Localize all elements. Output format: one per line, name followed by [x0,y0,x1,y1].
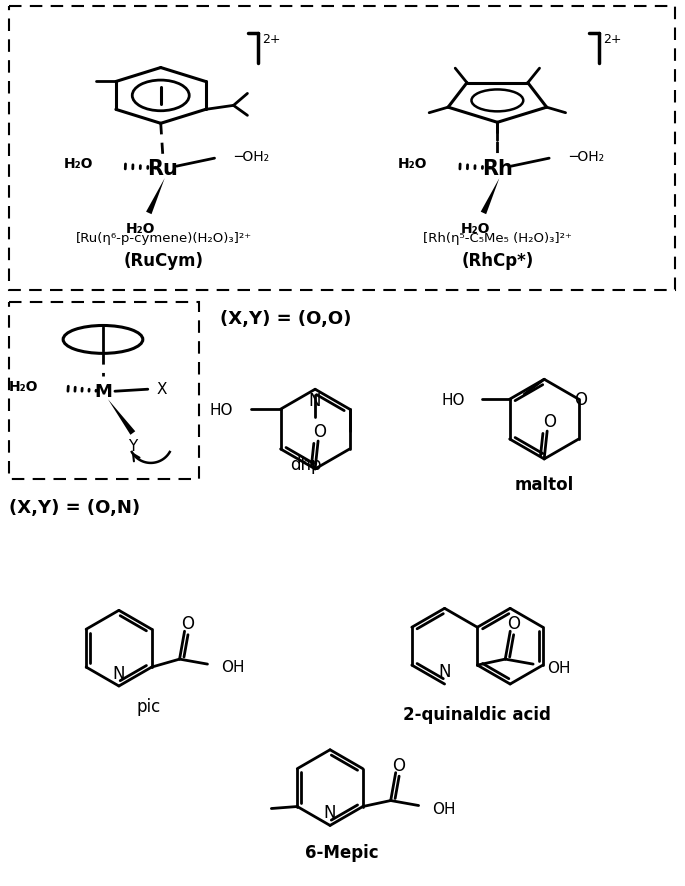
Text: 2+: 2+ [262,33,281,46]
Text: O: O [543,413,556,431]
Bar [10,302,199,479]
Text: Rh: Rh [482,159,513,179]
Text: dhp: dhp [290,455,322,473]
Text: H₂O: H₂O [126,222,155,236]
Text: N: N [438,663,451,680]
Text: OH: OH [432,801,456,816]
Text: 6-Mepic: 6-Mepic [306,843,379,861]
Bar [10,7,675,291]
Text: ─OH₂: ─OH₂ [569,150,604,164]
Text: 2+: 2+ [603,33,621,46]
Text: H₂O: H₂O [64,157,93,171]
Text: N: N [324,804,336,821]
Text: H₂O: H₂O [461,222,490,236]
Text: [Rh(η⁵-C₅Me₅ (H₂O)₃]²⁺: [Rh(η⁵-C₅Me₅ (H₂O)₃]²⁺ [423,232,572,245]
Text: Ru: Ru [147,159,178,179]
Text: N: N [112,664,125,682]
Text: (RhCp*): (RhCp*) [461,252,534,269]
Text: H₂O: H₂O [398,157,427,171]
Text: (X,Y) = (O,N): (X,Y) = (O,N) [10,498,140,517]
Polygon shape [146,179,164,215]
Text: [Ru(η⁶-p-cymene)(H₂O)₃]²⁺: [Ru(η⁶-p-cymene)(H₂O)₃]²⁺ [75,232,252,245]
Text: O: O [314,423,327,440]
Text: ─OH₂: ─OH₂ [234,150,270,164]
Text: O: O [507,615,520,633]
Text: H₂O: H₂O [9,380,38,393]
Text: HO: HO [441,392,465,408]
Text: OH: OH [547,660,571,675]
Text: pic: pic [137,697,161,715]
Text: HO: HO [210,402,233,417]
Text: O: O [393,756,406,773]
Text: (RuCym): (RuCym) [124,252,203,269]
Text: Y: Y [128,439,138,454]
Polygon shape [108,400,135,435]
Text: OH: OH [221,659,245,674]
Polygon shape [481,179,499,215]
Text: N: N [309,392,321,409]
Text: M: M [94,383,112,400]
Ellipse shape [63,326,142,354]
Text: X: X [157,381,167,396]
Text: O: O [574,391,587,408]
Text: O: O [181,615,194,633]
Text: (X,Y) = (O,O): (X,Y) = (O,O) [221,309,352,327]
Text: 2-quinaldic acid: 2-quinaldic acid [403,705,551,723]
Text: maltol: maltol [514,475,574,494]
